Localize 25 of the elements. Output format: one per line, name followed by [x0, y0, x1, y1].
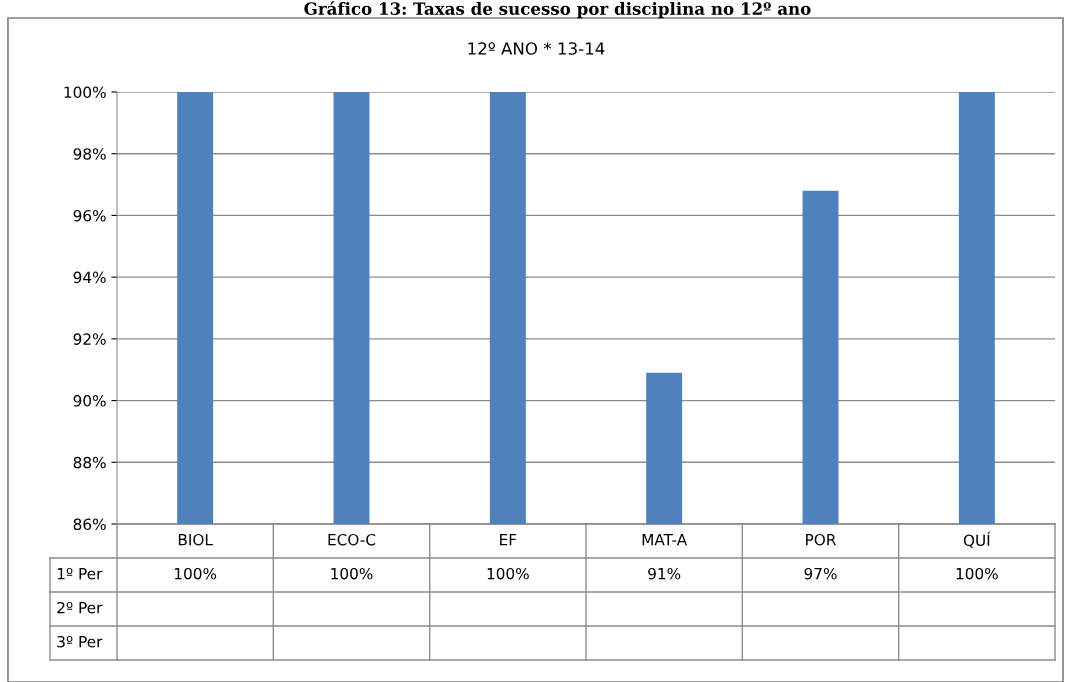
- data-label: 100%: [956, 567, 998, 580]
- text: 3º Per: [57, 635, 103, 648]
- y-tick-label: 94%: [73, 271, 106, 284]
- data-label: 97%: [804, 567, 837, 580]
- x-tick-label: BIOL: [178, 533, 213, 546]
- data-label: 100%: [175, 567, 217, 580]
- text: 1º Per: [57, 567, 103, 580]
- y-tick-label: 100%: [64, 86, 106, 99]
- y-tick-label: 88%: [73, 456, 106, 469]
- x-tick-label: POR: [806, 533, 836, 546]
- x-tick-label: MAT-A: [642, 534, 688, 546]
- chart-title: Gráfico 13: Taxas de sucesso por disciplina no 12º ano: [304, 1, 811, 19]
- x-tick-label: QUÍ: [963, 531, 991, 548]
- x-tick-label: ECO-C: [328, 533, 376, 546]
- x-tick-label: EF: [500, 534, 517, 546]
- chart-subtitle: 12º ANO * 13-14: [468, 42, 605, 55]
- y-tick-label: 96%: [73, 209, 106, 222]
- data-label: 100%: [331, 567, 373, 580]
- data-label: 91%: [648, 567, 681, 580]
- y-tick-label: 98%: [73, 148, 106, 160]
- data-label: 100%: [487, 567, 529, 580]
- y-tick-label: 92%: [73, 333, 106, 345]
- y-tick-label: 86%: [73, 518, 106, 531]
- y-tick-label: 90%: [73, 395, 106, 407]
- text: 2º Per: [57, 601, 103, 614]
